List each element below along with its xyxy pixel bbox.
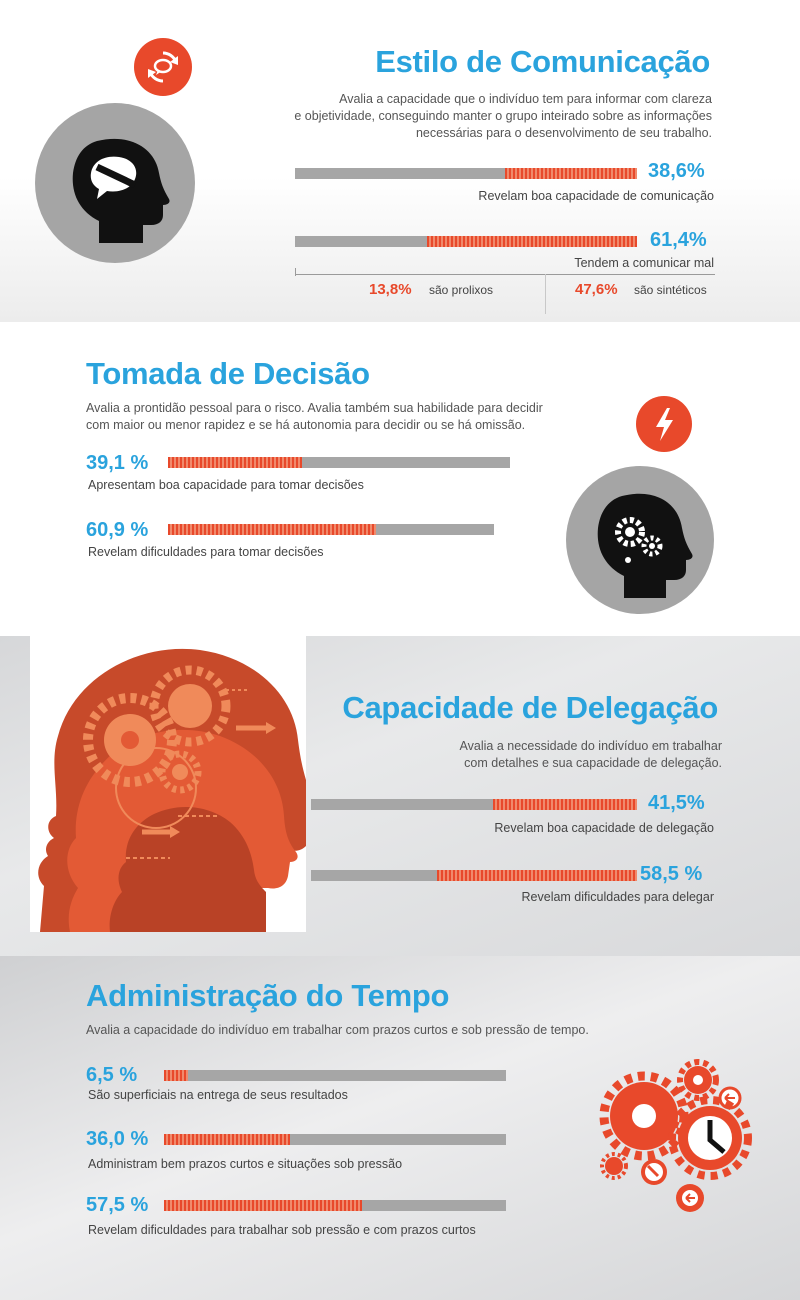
stat-label: Revelam boa capacidade de delegação <box>494 821 714 835</box>
progress-fill <box>164 1200 362 1211</box>
progress-fill <box>164 1070 188 1081</box>
progress-bar <box>295 236 637 247</box>
decision-description: Avalia a prontidão pessoal para o risco.… <box>86 400 566 434</box>
description-line: com detalhes e sua capacidade de delegaç… <box>464 756 722 770</box>
breakdown-value: 47,6% <box>575 281 618 298</box>
description-line: Avalia a necessidade do indivíduo em tra… <box>459 739 722 753</box>
communication-title: Estilo de Comunicação <box>375 44 710 79</box>
refresh-chat-icon <box>134 38 192 96</box>
stat-value: 38,6% <box>648 160 705 182</box>
divider-tick <box>295 268 296 276</box>
time-section: Administração do Tempo Avalia a capacida… <box>0 956 800 1300</box>
stat-label: Tendem a comunicar mal <box>574 256 714 270</box>
stat-value: 60,9 % <box>86 519 149 541</box>
illustration-panel <box>30 636 306 932</box>
stat-label: Revelam dificuldades para trabalhar sob … <box>88 1223 476 1237</box>
orange-heads-gears-icon <box>38 648 306 932</box>
stat-value: 57,5 % <box>86 1194 149 1216</box>
decision-section: Tomada de Decisão Avalia a prontidão pes… <box>0 322 800 636</box>
divider <box>295 274 715 275</box>
progress-fill <box>168 457 302 468</box>
communication-description: Avalia a capacidade que o indivíduo tem … <box>232 91 712 142</box>
progress-bar <box>168 524 494 535</box>
speech-head-icon <box>72 138 170 243</box>
gears-clock-icon <box>594 1056 758 1226</box>
delegation-description: Avalia a necessidade do indivíduo em tra… <box>302 738 722 772</box>
progress-bar <box>168 457 510 468</box>
stat-value: 6,5 % <box>86 1064 138 1086</box>
stat-value: 39,1 % <box>86 452 149 474</box>
stat-label: Revelam dificuldades para delegar <box>521 890 714 904</box>
breakdown-value: 13,8% <box>369 281 412 298</box>
progress-bar <box>311 870 637 881</box>
stat-value: 61,4% <box>650 229 707 251</box>
stat-value: 41,5% <box>648 792 705 814</box>
delegation-section: Capacidade de Delegação Avalia a necessi… <box>0 636 800 956</box>
divider-tick <box>545 274 546 314</box>
progress-bar <box>164 1134 506 1145</box>
stat-label: Revelam boa capacidade de comunicação <box>478 189 714 203</box>
progress-fill <box>164 1134 290 1145</box>
breakdown-label: são sintéticos <box>634 283 707 297</box>
stat-label: São superficiais na entrega de seus resu… <box>88 1088 348 1102</box>
description-line: Avalia a capacidade que o indivíduo tem … <box>339 92 712 106</box>
time-description: Avalia a capacidade do indivíduo em trab… <box>86 1023 589 1037</box>
progress-bar <box>164 1070 506 1081</box>
description-line: Avalia a prontidão pessoal para o risco.… <box>86 401 543 415</box>
progress-bar <box>311 799 637 810</box>
progress-fill <box>493 799 637 810</box>
progress-fill <box>437 870 637 881</box>
stat-label: Administram bem prazos curtos e situaçõe… <box>88 1157 403 1171</box>
gears-head-icon <box>597 493 693 598</box>
stat-value: 36,0 % <box>86 1128 149 1150</box>
progress-bar <box>295 168 637 179</box>
description-line: necessárias para o desenvolvimento de se… <box>415 126 712 140</box>
description-line: e objetividade, conseguindo manter o gru… <box>294 109 712 123</box>
stat-label: Revelam dificuldades para tomar decisões <box>88 545 324 559</box>
delegation-title: Capacidade de Delegação <box>342 690 718 725</box>
time-title: Administração do Tempo <box>86 978 450 1013</box>
stat-value: 58,5 % <box>640 863 703 885</box>
communication-section: Estilo de Comunicação Avalia a capacidad… <box>0 0 800 322</box>
progress-bar <box>164 1200 506 1211</box>
head-circle <box>35 103 195 263</box>
progress-fill <box>168 524 376 535</box>
head-circle <box>566 466 714 614</box>
stat-label: Apresentam boa capacidade para tomar dec… <box>88 478 364 492</box>
progress-fill <box>427 236 637 247</box>
progress-fill <box>505 168 637 179</box>
description-line: com maior ou menor rapidez e se há auton… <box>86 418 526 432</box>
decision-title: Tomada de Decisão <box>86 356 370 391</box>
lightning-icon <box>636 396 692 452</box>
breakdown-label: são prolixos <box>429 283 494 297</box>
